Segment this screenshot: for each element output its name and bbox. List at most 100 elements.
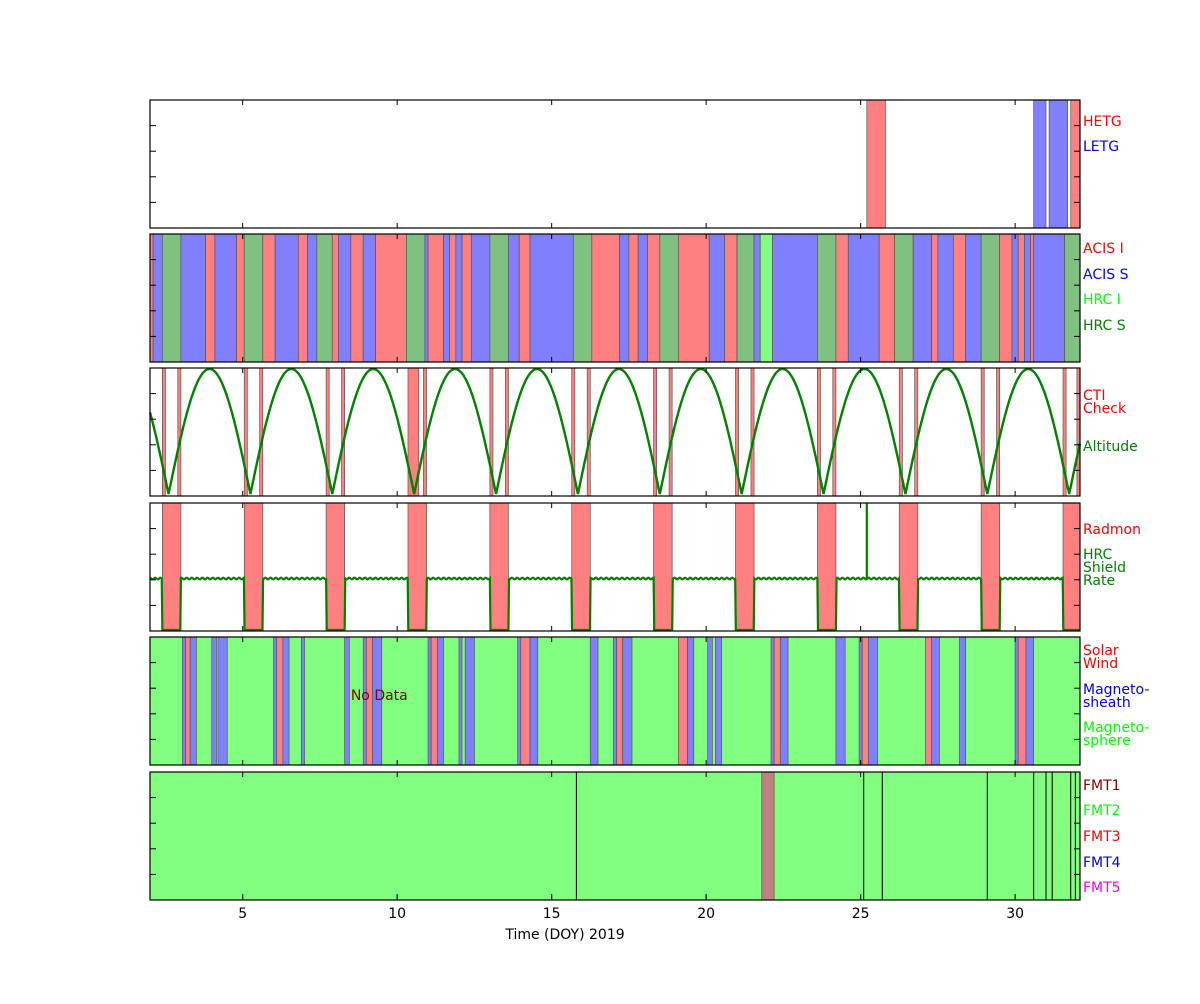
- panel-instruments-interval-1: [152, 233, 163, 363]
- panel-altitude-legend-2: Altitude: [1083, 439, 1138, 455]
- panel-instruments-interval-31: [591, 233, 620, 363]
- panel-instruments-interval-22: [449, 233, 457, 363]
- panel-instruments-interval-12: [316, 233, 333, 363]
- panel-instruments-interval-59: [1030, 233, 1035, 363]
- panel-environment-interval-4: [217, 636, 228, 766]
- panel-instruments-interval-15: [350, 233, 364, 363]
- panel-gratings-interval-1: [1033, 99, 1047, 229]
- x-axis-label: Time (DOY) 2019: [504, 927, 624, 943]
- panel-radmon-radmon-off-3: [407, 502, 427, 632]
- panel-radmon-legend-3: Rate: [1083, 573, 1115, 589]
- panel-altitude-interval-5: [341, 367, 346, 497]
- panel-altitude-interval-11: [586, 367, 591, 497]
- x-tick-label-1: 10: [388, 906, 406, 922]
- panel-environment-legend-2: Magneto-: [1083, 682, 1149, 698]
- panel-environment-interval-35: [868, 636, 878, 766]
- panel-instruments-interval-3: [180, 233, 206, 363]
- panel-radmon-radmon-off-1: [243, 502, 264, 632]
- panel-instruments-interval-61: [1064, 233, 1081, 363]
- panel-instruments-interval-21: [443, 233, 451, 363]
- panel-radmon-radmon-off-9: [898, 502, 919, 632]
- panel-instruments-interval-54: [980, 233, 1001, 363]
- panel-instruments-interval-38: [708, 233, 726, 363]
- panel-instruments-interval-29: [529, 233, 574, 363]
- panel-altitude-altitude-line: [148, 367, 1082, 495]
- panel-instruments-interval-26: [489, 233, 509, 363]
- panel-instruments-interval-40: [736, 233, 755, 363]
- panel-environment-legend-4: Magneto-: [1083, 720, 1149, 736]
- panel-instruments-interval-55: [999, 233, 1013, 363]
- panel-instruments-interval-58: [1024, 233, 1031, 363]
- panel-altitude-legend-1: Check: [1083, 401, 1127, 417]
- panel-environment-legend-1: Wind: [1083, 656, 1118, 672]
- panel-instruments-interval-10: [297, 233, 308, 363]
- panel-instruments-legend-2: HRC I: [1083, 292, 1121, 308]
- panel-environment-interval-39: [1014, 636, 1019, 766]
- panel-radmon-radmon-off-5: [571, 502, 591, 632]
- panel-instruments-interval-60: [1033, 233, 1065, 363]
- panel-radmon-radmon-off-7: [735, 502, 755, 632]
- panel-environment-legend-5: sphere: [1083, 733, 1131, 749]
- panel-radmon-legend-0: Radmon: [1083, 522, 1141, 538]
- panel-environment-interval-14: [430, 636, 438, 766]
- panel-environment-interval-18: [517, 636, 522, 766]
- panel-environment-interval-30: [773, 636, 781, 766]
- panel-instruments-legend-0: ACIS I: [1083, 241, 1124, 257]
- panel-instruments-interval-50: [931, 233, 939, 363]
- panel-gratings-interval-3: [1070, 99, 1081, 229]
- panel-instruments-interval-48: [894, 233, 914, 363]
- panel-formats-legend-1: FMT2: [1083, 803, 1121, 819]
- panel-instruments-interval-49: [912, 233, 933, 363]
- panel-formats-interval-0: [761, 771, 775, 901]
- panel-instruments-interval-36: [659, 233, 679, 363]
- panel-environment-interval-20: [529, 636, 539, 766]
- panel-instruments-interval-33: [628, 233, 639, 363]
- panel-instruments-interval-8: [262, 233, 276, 363]
- panel-instruments-interval-9: [274, 233, 299, 363]
- x-tick-label-5: 30: [1006, 906, 1024, 922]
- panel-altitude-interval-15: [750, 367, 755, 497]
- panel-formats-legend-2: FMT3: [1083, 829, 1121, 845]
- panel-altitude-interval-21: [996, 367, 1001, 497]
- panel-instruments-interval-56: [1011, 233, 1019, 363]
- panel-environment-interval-8: [301, 636, 305, 766]
- panel-instruments-interval-18: [406, 233, 426, 363]
- panel-radmon-radmon-off-11: [1062, 502, 1081, 632]
- panel-altitude-legend-0: CTI: [1083, 388, 1105, 404]
- panel-instruments-interval-25: [470, 233, 491, 363]
- panel-radmon-radmon-off-6: [653, 502, 673, 632]
- panel-environment-interval-34: [861, 636, 869, 766]
- panel-environment-interval-33: [858, 636, 863, 766]
- panel-environment-interval-15: [436, 636, 444, 766]
- panel-instruments-interval-43: [772, 233, 818, 363]
- panel-instruments-interval-41: [753, 233, 761, 363]
- panel-altitude-interval-7: [423, 367, 427, 497]
- panel-instruments-interval-52: [952, 233, 967, 363]
- panel-environment-interval-7: [282, 636, 290, 766]
- panel-formats-legend-4: FMT5: [1083, 880, 1121, 896]
- panel-instruments-interval-32: [619, 233, 630, 363]
- panel-environment-interval-37: [931, 636, 940, 766]
- panel-environment-interval-24: [622, 636, 633, 766]
- panel-environment-interval-1: [185, 636, 191, 766]
- panel-environment-interval-41: [1025, 636, 1035, 766]
- panel-instruments-interval-53: [965, 233, 982, 363]
- panel-instruments-interval-23: [455, 233, 463, 363]
- panel-radmon-radmon-off-8: [817, 502, 837, 632]
- panel-instruments-interval-39: [724, 233, 738, 363]
- panel-environment-interval-29: [770, 636, 775, 766]
- panel-environment-interval-13: [427, 636, 432, 766]
- panel-gratings-legend-1: LETG: [1083, 139, 1119, 155]
- panel-environment-interval-25: [677, 636, 688, 766]
- panel-instruments-interval-47: [878, 233, 895, 363]
- panel-environment-interval-23: [616, 636, 624, 766]
- panel-instruments-interval-57: [1017, 233, 1025, 363]
- panel-instruments-interval-42: [759, 233, 773, 363]
- x-tick-label-0: 5: [238, 906, 247, 922]
- panel-environment-interval-32: [835, 636, 846, 766]
- panel-environment-legend-3: sheath: [1083, 695, 1131, 711]
- panel-gratings-frame: [149, 99, 1081, 229]
- panel-environment-interval-2: [189, 636, 197, 766]
- panel-environment-interval-22: [613, 636, 617, 766]
- panel-instruments-interval-51: [937, 233, 954, 363]
